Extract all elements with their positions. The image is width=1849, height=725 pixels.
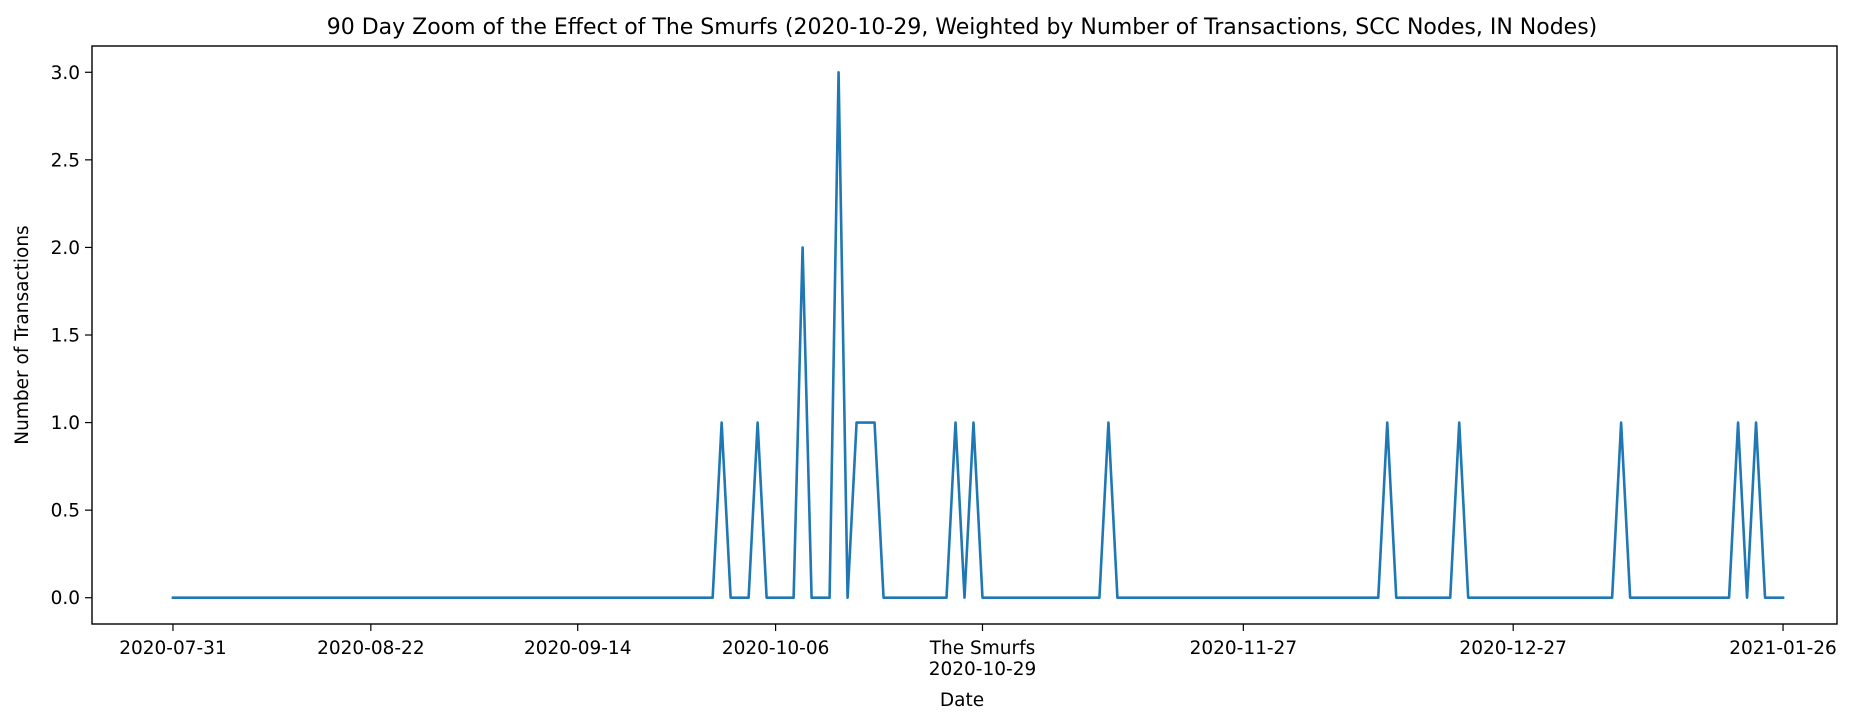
x-axis-label: Date [940, 690, 984, 711]
x-tick-label: The Smurfs [929, 638, 1036, 659]
series-line [171, 70, 1785, 600]
y-axis-label: Number of Transactions [12, 225, 33, 444]
plot-frame [91, 45, 1838, 625]
x-tick-label: 2020-10-06 [722, 638, 830, 659]
y-tick-label: 2.0 [51, 238, 80, 259]
y-tick-label: 0.5 [51, 501, 80, 522]
x-tick-label: 2020-11-27 [1190, 638, 1298, 659]
y-tick-label: 3.0 [51, 63, 80, 84]
x-axis: 2020-07-31 2020-08-22 2020-09-14 2020-10-06… [119, 624, 1837, 680]
y-axis: 0.0 0.5 1.0 1.5 2.0 2.5 3.0 [51, 63, 92, 609]
y-tick-label: 1.5 [51, 326, 80, 347]
x-tick-label: 2020-10-29 [929, 659, 1037, 680]
x-tick-label: 2020-08-22 [317, 638, 425, 659]
series-layer [171, 70, 1785, 600]
y-tick-label: 0.0 [51, 588, 80, 609]
chart-title: 90 Day Zoom of the Effect of The Smurfs … [327, 15, 1598, 40]
x-tick-label: 2020-09-14 [524, 638, 632, 659]
x-tick-label: 2020-12-27 [1459, 638, 1567, 659]
y-tick-label: 2.5 [51, 150, 80, 171]
x-tick-label: 2020-07-31 [119, 638, 227, 659]
x-tick-label: 2021-01-26 [1729, 638, 1837, 659]
y-tick-label: 1.0 [51, 413, 80, 434]
